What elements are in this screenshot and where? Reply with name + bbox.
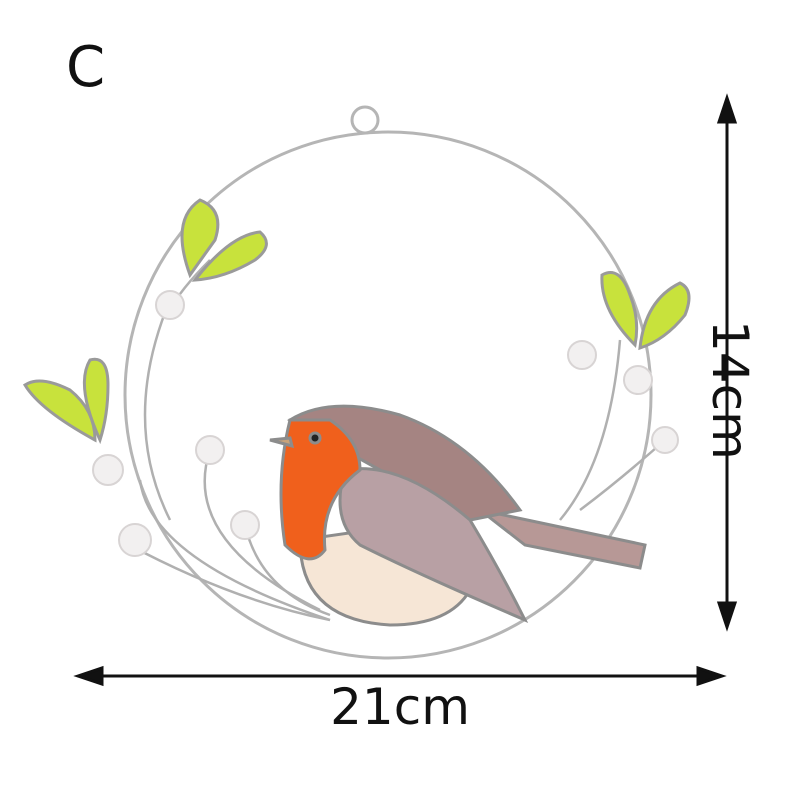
width-arrow [73, 665, 727, 687]
crystal-beads [92, 290, 679, 557]
bird-wing [338, 467, 529, 623]
leaves [22, 198, 691, 445]
height-arrow [716, 93, 738, 632]
leaf [191, 230, 268, 282]
height-dimension-label: 14cm [701, 320, 759, 460]
width-dimension-label: 21cm [330, 678, 470, 736]
bird-eye [308, 431, 322, 445]
robin-bird [269, 404, 647, 627]
leaf [638, 281, 691, 351]
bird-tail [479, 508, 647, 570]
bird-breast [279, 418, 362, 561]
leaf [600, 271, 639, 349]
leaf [180, 198, 220, 279]
leaf [82, 357, 110, 445]
bird-beak [269, 436, 295, 449]
metal-ring [123, 105, 653, 660]
variant-label: C [66, 35, 106, 100]
